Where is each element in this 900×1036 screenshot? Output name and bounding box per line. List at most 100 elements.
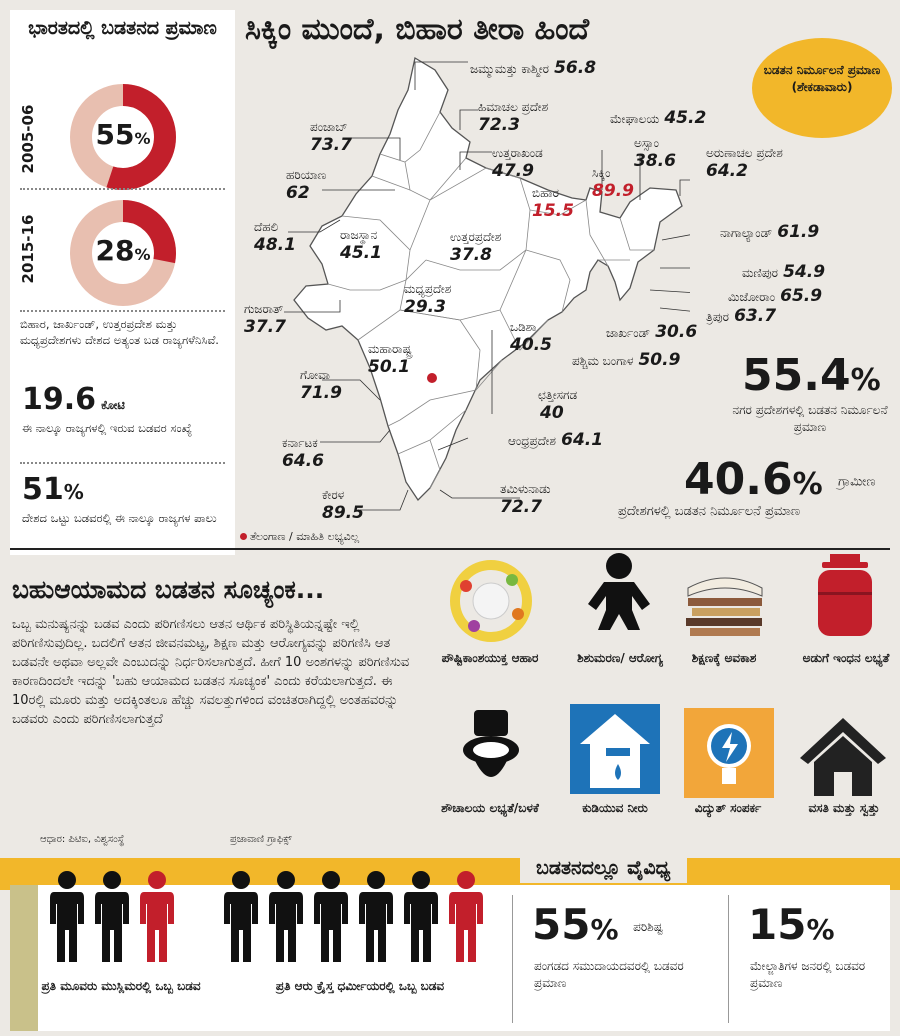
state-odisha: ಒಡಿಶಾ 40.5 <box>510 320 552 355</box>
state-assam: ಅಸ್ಸಾಂ 38.6 <box>634 136 676 171</box>
state-rajasthan: ರಾಜಸ್ಥಾನ 45.1 <box>340 228 382 263</box>
christian-person-icon <box>447 870 485 970</box>
vertical-separator <box>512 895 513 1023</box>
people-group-christian <box>222 870 492 970</box>
states-note: ಬಿಹಾರ, ಜಾರ್ಖಂಡ್, ಉತ್ತರಪ್ರದೇಶ ಮತ್ತು ಮಧ್ಯಪ… <box>20 317 219 347</box>
state-chhattisgarh: ಛತ್ತೀಸಗಡ 40 <box>538 388 578 423</box>
state-mizoram: ಮಿಜೋರಾಂ 65.9 <box>728 286 823 306</box>
muslim-label: ಪ್ರತಿ ಮೂವರು ಮುಸ್ಲಿಮರಲ್ಲಿ ಒಬ್ಬ ಬಡವ <box>41 979 201 993</box>
state-arunachal: ಅರುಣಾಚಲ ಪ್ರದೇಶ 64.2 <box>706 146 783 181</box>
christian-person-icon <box>312 870 350 970</box>
state-maharashtra: ಮಹಾರಾಷ್ಟ್ರ 50.1 <box>368 342 412 377</box>
state-westbengal: ಪಶ್ಚಿಮ ಬಂಗಾಳ 50.9 <box>572 350 681 370</box>
muslim-person-icon <box>138 870 176 970</box>
state-tamilnadu: ತಮಿಳುನಾಡು 72.7 <box>500 482 551 517</box>
crore-stat: 19.6 ಕೋಟಿ <box>22 382 125 417</box>
state-mp: ಮಧ್ಯಪ್ರದೇಶ 29.3 <box>404 282 452 317</box>
state-sikkim: ಸಿಕ್ಕಿಂ 89.9 <box>592 166 634 201</box>
state-up: ಉತ್ತರಪ್ರದೇಶ 37.8 <box>450 230 502 265</box>
section-divider <box>10 548 890 550</box>
muslim-person-icon <box>93 870 131 970</box>
divider-dots <box>20 462 225 464</box>
share-stat: 51% <box>22 472 84 507</box>
state-borders <box>327 111 654 489</box>
bulb-icon <box>684 708 774 798</box>
ind-label-housing: ವಸತಿ ಮತ್ತು ಸ್ವತ್ತು <box>808 801 880 815</box>
food-plate-icon <box>450 560 532 642</box>
state-bihar: ಬಿಹಾರ 15.5 <box>532 186 574 221</box>
ind-label-fuel: ಅಡುಗೆ ಇಂಧನ ಲಭ್ಯತೆ <box>802 651 890 665</box>
leader-lines <box>284 61 690 511</box>
rural-stat: 40.6% ಗ್ರಾಮೀಣ <box>684 454 876 505</box>
state-kerala: ಕೇರಳ 89.5 <box>322 488 364 523</box>
left-title: ಭಾರತದಲ್ಲಿ ಬಡತನದ ಪ್ರಮಾಣ <box>28 17 217 39</box>
christian-person-icon <box>222 870 260 970</box>
share-desc: ದೇಶದ ಒಟ್ಟು ಬಡವರಲ್ಲಿ ಈ ನಾಲ್ಕೂ ರಾಜ್ಯಗಳ ಪಾಲ… <box>22 511 217 525</box>
ind-label-food: ಪೌಷ್ಟಿಕಾಂಶಯುಕ್ತ ಆಹಾರ <box>441 651 539 665</box>
left-panel: ಭಾರತದಲ್ಲಿ ಬಡತನದ ಪ್ರಮಾಣ 2005-06 55% 2015-… <box>10 10 235 555</box>
state-gujarat: ಗುಜರಾತ್ 37.7 <box>244 302 286 337</box>
ind-label-water: ಕುಡಿಯುವ ನೀರು <box>582 801 648 815</box>
year-label-2015: 2015-16 <box>19 214 37 284</box>
donut-2005-arc <box>70 84 176 190</box>
source-note: ಆಧಾರ: ಪಿಟಿಐ, ವಿಶ್ವಸಂಸ್ಥೆ <box>40 834 125 845</box>
state-nagaland: ನಾಗಾಲ್ಯಾಂಡ್ 61.9 <box>720 222 820 242</box>
ind-label-power: ವಿದ್ಯುತ್ ಸಂಪರ್ಕ <box>694 801 762 815</box>
toilet-icon <box>463 710 519 777</box>
vertical-separator <box>728 895 729 1023</box>
urban-stat: 55.4% <box>742 350 881 401</box>
state-hp: ಹಿಮಾಚಲ ಪ್ರದೇಶ 72.3 <box>478 100 549 135</box>
state-jharkhand: ಜಾರ್ಖಂಡ್ 30.6 <box>606 322 698 342</box>
state-karnataka: ಕರ್ನಾಟಕ 64.6 <box>282 436 324 471</box>
state-uttarakhand: ಉತ್ತರಾಖಂಡ 47.9 <box>492 146 543 181</box>
state-delhi: ದೆಹಲಿ 48.1 <box>254 220 296 255</box>
state-punjab: ಪಂಜಾಬ್ 73.7 <box>310 120 352 155</box>
divider-dots <box>20 188 225 190</box>
donut-2015-arc <box>70 200 176 306</box>
donut-2005-value: 55% <box>95 118 151 151</box>
sc-desc: ಪಂಗಡದ ಸಮುದಾಯದವರಲ್ಲಿ ಬಡವರ ಪ್ರಮಾಣ <box>534 959 684 990</box>
state-haryana: ಹರಿಯಾಣ 62 <box>286 168 327 203</box>
divider-dots <box>20 310 225 312</box>
map-title: ಸಿಕ್ಕಿಂ ಮುಂದೆ, ಬಿಹಾರ ತೀರಾ ಹಿಂದೆ <box>245 12 590 47</box>
telangana-marker <box>427 373 437 383</box>
crore-desc: ಈ ನಾಲ್ಕೂ ರಾಜ್ಯಗಳಲ್ಲಿ ಇರುವ ಬಡವರ ಸಂಖ್ಯೆ <box>22 421 193 435</box>
state-manipur: ಮಣಿಪುರ 54.9 <box>742 262 826 282</box>
donut-2015 <box>70 200 176 306</box>
sc-stat: 55% ಪರಿಶಿಷ್ಟ <box>532 900 663 949</box>
state-jk: ಜಮ್ಮುಮತ್ತು ಕಾಶ್ಮೀರ 56.8 <box>470 58 597 78</box>
upper-desc: ಮೇಲ್ಜಾತಿಗಳ ಜನರಲ್ಲಿ ಬಡವರ ಪ್ರಮಾಣ <box>750 959 866 990</box>
year-label-2005: 2005-06 <box>19 104 37 174</box>
upper-stat: 15% <box>748 900 835 949</box>
christian-person-icon <box>402 870 440 970</box>
urban-desc: ನಗರ ಪ್ರದೇಶಗಳಲ್ಲಿ ಬಡತನ ನಿರ್ಮೂಲನೆ ಪ್ರಮಾಣ <box>732 403 888 434</box>
christian-person-icon <box>267 870 305 970</box>
telangana-note: ತೆಲಂಗಾಣ / ಮಾಹಿತಿ ಲಭ್ಯವಿಲ್ಲ <box>240 530 359 544</box>
rural-desc: ಪ್ರದೇಶಗಳಲ್ಲಿ ಬಡತನ ನಿರ್ಮೂಲನೆ ಪ್ರಮಾಣ <box>618 504 801 519</box>
christian-label: ಪ್ರತಿ ಆರು ಕ್ರೈಸ್ತ ಧರ್ಮೀಯರಲ್ಲಿ ಒಬ್ಬ ಬಡವ <box>275 979 445 993</box>
india-map <box>284 56 690 511</box>
people-group-muslim <box>48 870 188 970</box>
legend-bubble: ಬಡತನ ನಿರ್ಮೂಲನೆ ಪ್ರಮಾಣ (ಶೇಕಡಾವಾರು) <box>752 38 892 138</box>
mpi-title: ಬಹುಆಯಾಮದ ಬಡತನ ಸೂಚ್ಯಂಕ... <box>12 575 325 604</box>
state-ap: ಆಂಧ್ರಪ್ರದೇಶ 64.1 <box>508 430 604 450</box>
christian-person-icon <box>357 870 395 970</box>
ind-label-toilet: ಶೌಚಾಲಯ ಲಭ್ಯತೆ/ಬಳಕೆ <box>441 801 539 815</box>
muslim-person-icon <box>48 870 86 970</box>
bottom-title: ಬಡತನದಲ್ಲೂ ವೈವಿಧ್ಯ <box>520 853 687 883</box>
graphics-credit: ಪ್ರಜಾವಾಣಿ ಗ್ರಾಫಿಕ್ಸ್ <box>230 834 292 845</box>
donut-2005 <box>70 84 176 190</box>
mpi-body: ಒಬ್ಬ ಮನುಷ್ಯನನ್ನು ಬಡವ ಎಂದು ಪರಿಗಣಿಸಲು ಆತನ … <box>12 617 410 727</box>
bottom-side-strip <box>10 885 38 1031</box>
state-goa: ಗೋವಾ 71.9 <box>300 368 342 403</box>
ind-label-child: ಶಿಶುಮರಣ/ ಆರೋಗ್ಯ <box>577 651 663 665</box>
baby-icon <box>588 553 650 630</box>
books-icon <box>686 577 763 636</box>
gas-cylinder-icon <box>818 554 872 636</box>
india-outline <box>293 56 683 502</box>
donut-2015-value: 28% <box>95 234 151 267</box>
water-tap-icon <box>570 704 660 794</box>
state-tripura: ತ್ರಿಪುರ 63.7 <box>706 306 777 326</box>
house-icon <box>800 718 886 796</box>
telangana-dot <box>240 533 247 540</box>
